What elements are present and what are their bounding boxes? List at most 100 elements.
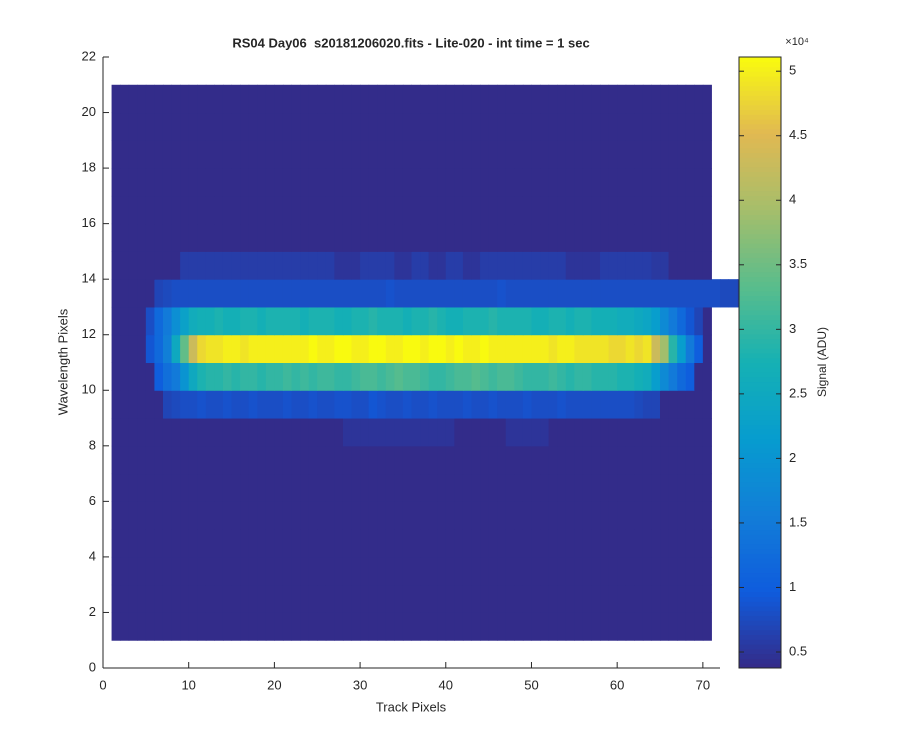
heatmap-cell <box>257 223 267 252</box>
heatmap-cell <box>617 223 627 252</box>
heatmap-cell <box>120 390 130 419</box>
heatmap-cell <box>634 362 644 391</box>
heatmap-cell <box>480 362 490 391</box>
heatmap-cell <box>497 445 507 475</box>
heatmap-cell <box>625 556 635 586</box>
heatmap-cell <box>591 223 601 252</box>
heatmap-cell <box>248 390 258 419</box>
heatmap-cell <box>497 168 507 197</box>
heatmap-cell <box>360 445 370 475</box>
heatmap-cell <box>642 140 652 169</box>
heatmap-cell <box>514 140 524 169</box>
y-tick-label: 18 <box>82 160 96 175</box>
heatmap-cell <box>171 223 181 252</box>
heatmap-cell <box>308 584 318 613</box>
heatmap-cell <box>137 584 147 613</box>
heatmap-cell <box>428 556 438 586</box>
heatmap-cell <box>394 612 404 641</box>
heatmap-cell <box>471 473 481 502</box>
heatmap-cell <box>317 84 327 114</box>
heatmap-cell <box>180 612 190 641</box>
colorbar-swatch <box>739 562 781 569</box>
heatmap-cell <box>420 334 430 363</box>
heatmap-cell <box>222 140 233 169</box>
heatmap-cell <box>591 112 601 141</box>
heatmap-cell <box>420 501 430 530</box>
heatmap-cell <box>222 362 233 391</box>
heatmap-cell <box>522 140 532 169</box>
heatmap-cell <box>411 390 421 419</box>
heatmap-cell <box>265 195 275 225</box>
heatmap-cell <box>257 279 267 308</box>
heatmap-cell <box>694 334 704 363</box>
colorbar-swatch <box>739 491 781 497</box>
heatmap-cell <box>600 112 610 141</box>
heatmap-cell <box>111 140 121 169</box>
heatmap-cell <box>582 112 592 141</box>
heatmap-cell <box>480 251 490 280</box>
heatmap-cell <box>368 418 378 447</box>
heatmap-cell <box>197 445 207 475</box>
heatmap-cell <box>334 584 344 613</box>
heatmap-cell <box>351 445 361 475</box>
heatmap-cell <box>608 223 618 252</box>
heatmap-cell <box>342 501 353 530</box>
heatmap-cell <box>702 168 712 197</box>
heatmap-cell <box>394 84 404 114</box>
heatmap-cell <box>162 473 173 502</box>
heatmap-cell <box>128 279 138 308</box>
heatmap-cell <box>445 445 455 475</box>
heatmap-cell <box>445 418 455 447</box>
heatmap-cell <box>360 612 370 641</box>
heatmap-cell <box>557 168 567 197</box>
heatmap-cell <box>565 334 575 363</box>
heatmap-cell <box>120 279 130 308</box>
heatmap-cell <box>480 390 490 419</box>
heatmap-cell <box>660 390 670 419</box>
heatmap-cell <box>685 501 695 530</box>
heatmap-cell <box>317 168 327 197</box>
heatmap-cell <box>377 612 387 641</box>
colorbar-swatch <box>739 176 781 182</box>
heatmap-cell <box>497 390 507 419</box>
heatmap-cell <box>282 612 293 641</box>
heatmap-cell <box>668 251 678 280</box>
heatmap-cell <box>368 112 378 141</box>
heatmap-cell <box>660 418 670 447</box>
heatmap-cell <box>385 556 395 586</box>
heatmap-cell <box>325 223 335 252</box>
colorbar-swatch <box>739 376 781 383</box>
heatmap-cell <box>531 612 541 641</box>
heatmap-cell <box>574 418 584 447</box>
heatmap-cell <box>454 418 464 447</box>
colorbar-swatch <box>739 596 781 602</box>
heatmap-cell <box>205 362 215 391</box>
heatmap-cell <box>548 418 558 447</box>
heatmap-cell <box>574 251 584 280</box>
heatmap-cell <box>660 195 670 225</box>
heatmap-cell <box>197 223 207 252</box>
heatmap-cell <box>591 140 601 169</box>
heatmap-cell <box>574 306 584 336</box>
heatmap-cell <box>634 195 644 225</box>
heatmap-cell <box>162 501 173 530</box>
heatmap-cell <box>240 306 250 336</box>
colorbar-swatch <box>739 367 781 373</box>
heatmap-cell <box>197 584 207 613</box>
heatmap-cell <box>437 251 447 280</box>
heatmap-cell <box>334 251 344 280</box>
heatmap-cell <box>625 195 635 225</box>
heatmap-cell <box>377 195 387 225</box>
heatmap-cell <box>188 251 198 280</box>
heatmap-cell <box>128 584 138 613</box>
heatmap-cell <box>497 556 507 586</box>
heatmap-cell <box>214 390 224 419</box>
heatmap-cell <box>557 140 567 169</box>
heatmap-cell <box>351 223 361 252</box>
heatmap-cell <box>394 140 404 169</box>
heatmap-cell <box>634 334 644 363</box>
heatmap-cell <box>471 390 481 419</box>
heatmap-cell <box>128 195 138 225</box>
heatmap-cell <box>231 251 241 280</box>
heatmap-cell <box>642 362 652 391</box>
